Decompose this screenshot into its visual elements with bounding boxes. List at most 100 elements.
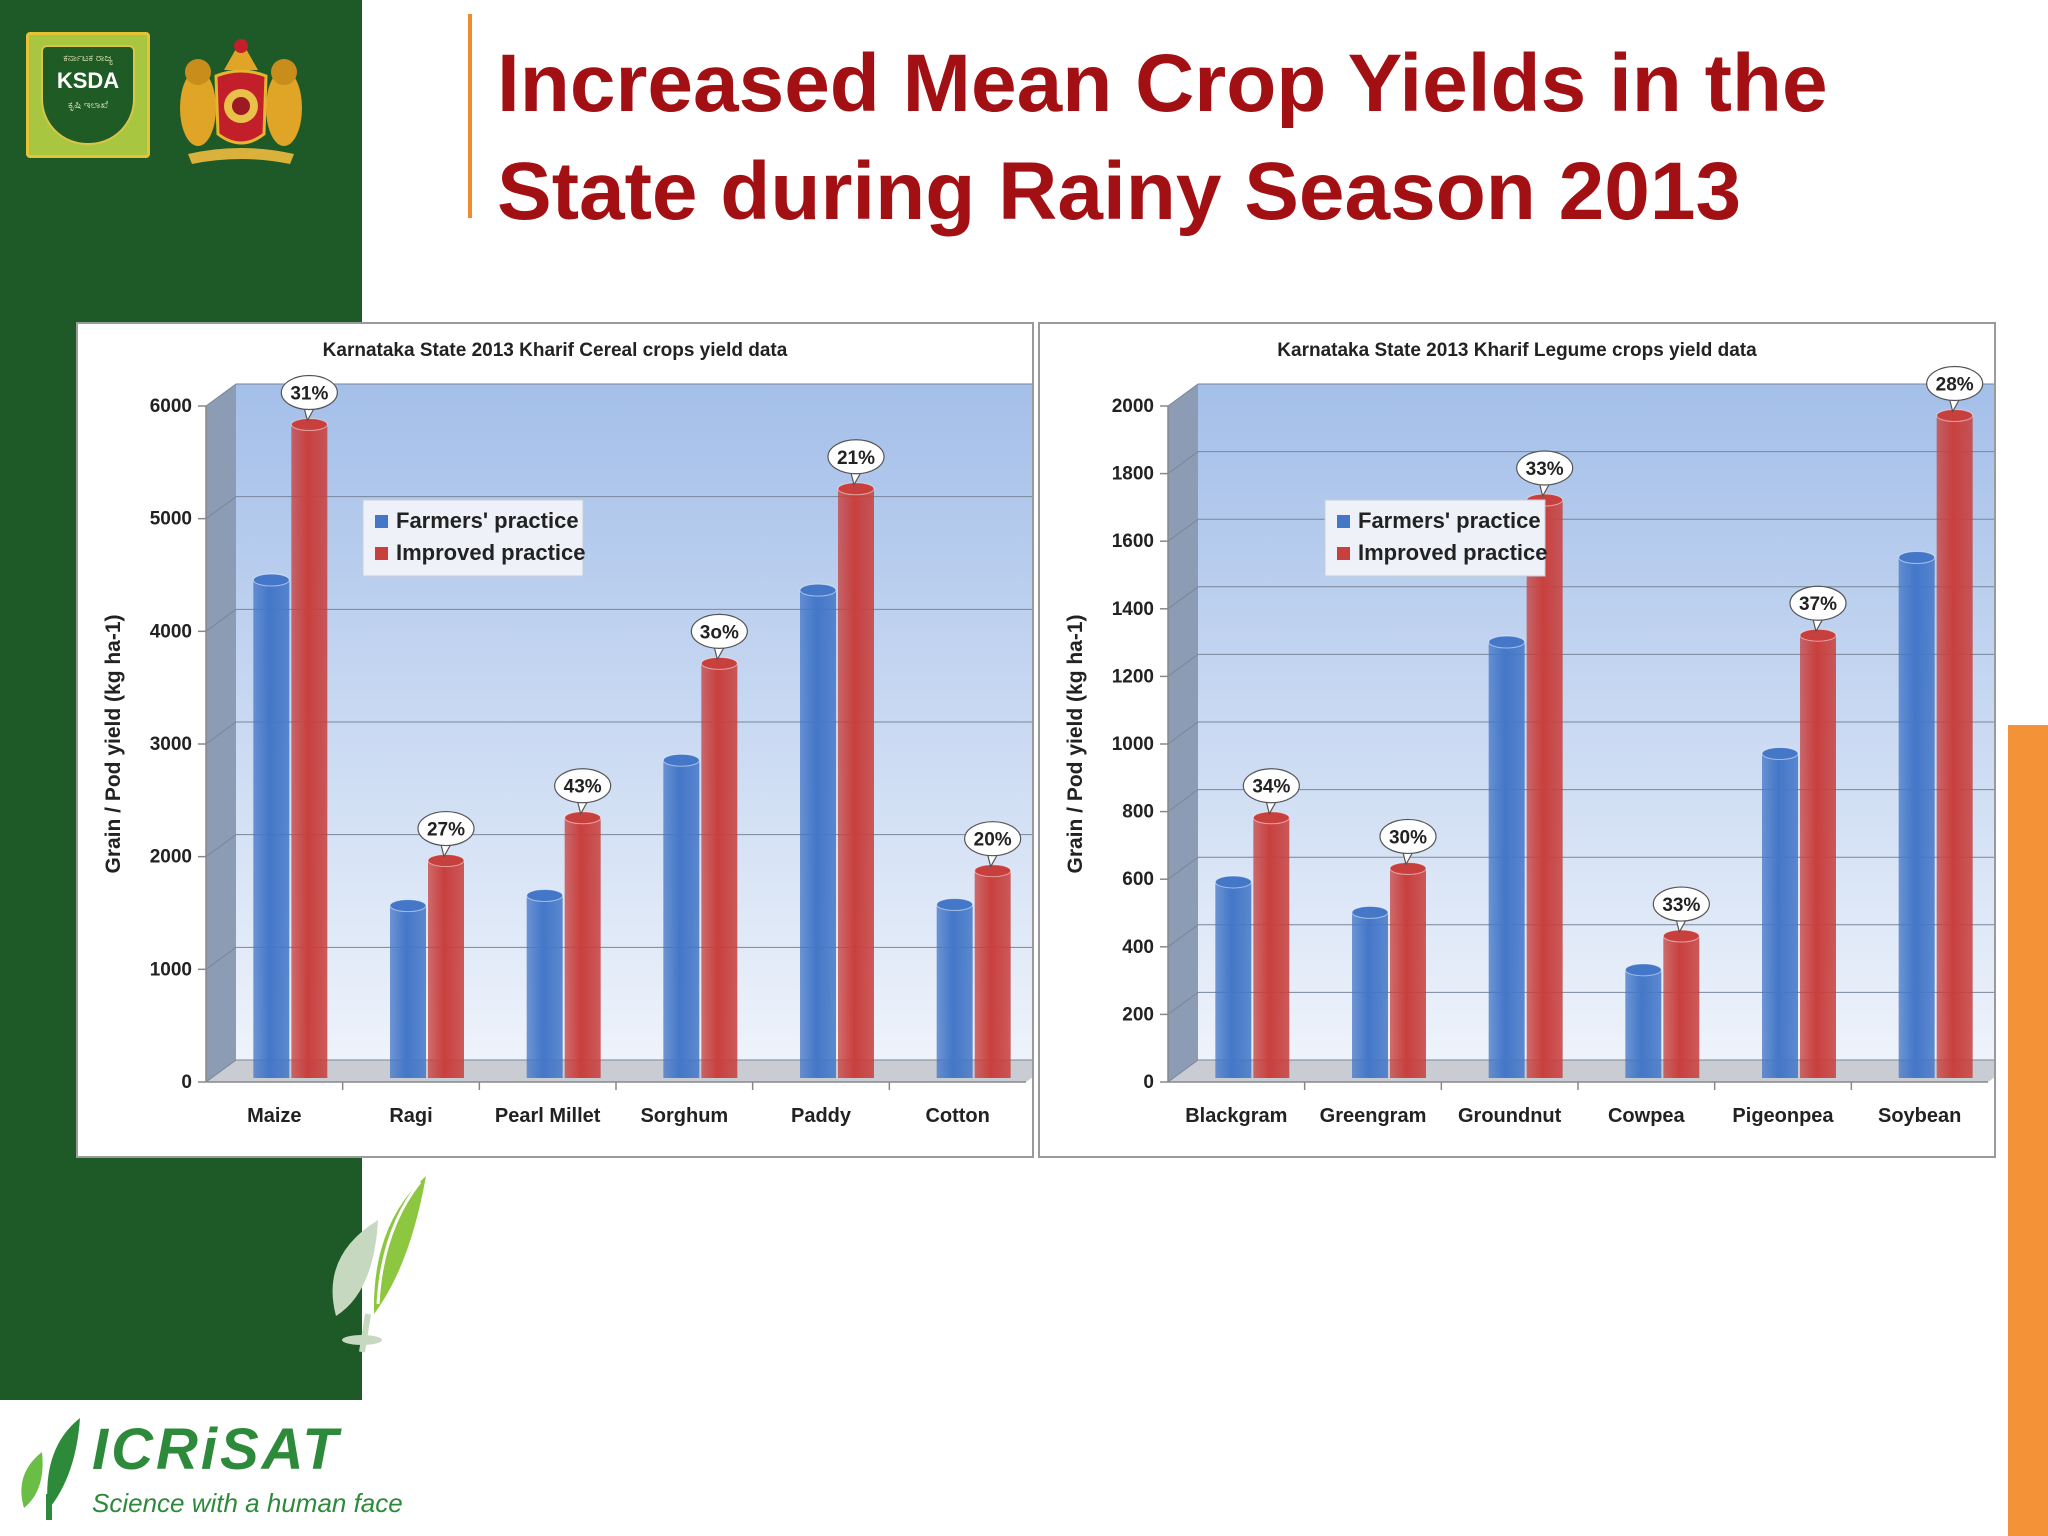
bar-farmers [253,580,290,1078]
orange-accent-bar [2008,725,2048,1536]
title-line-1: Increased Mean Crop Yields in the [497,38,1828,129]
y-tick-label: 400 [1122,937,1154,958]
bar-improved [974,870,1011,1078]
legend-box [362,499,584,577]
y-tick-label: 1800 [1112,464,1154,485]
y-tick-label: 2000 [1112,396,1154,417]
gridline [1167,1059,1994,1083]
y-axis-label: Grain / Pod yield (kg ha-1) [102,614,125,873]
y-tick-label: 4000 [150,621,192,642]
percent-label: 37% [1799,594,1837,615]
callout-bubble [1379,818,1437,855]
percent-label: 21% [837,448,875,469]
bar-farmers-cap [252,573,290,587]
bar-farmers [1898,557,1935,1078]
bar-improved [1526,500,1563,1078]
x-tick-label: Ragi [389,1105,432,1127]
y-tick-label: 200 [1122,1004,1154,1025]
page-title: Increased Mean Crop Yields in the State … [497,30,1997,246]
legend-label-improved: Improved practice [396,540,586,565]
bar-improved-cap [564,811,602,825]
bar-improved-cap [1799,628,1837,642]
percent-label: 30% [1389,827,1427,848]
cereal-chart-panel: Karnataka State 2013 Kharif Cereal crops… [76,322,1034,1158]
x-tick-label: Cotton [925,1105,989,1127]
callout-bubble [417,810,475,847]
gridline [1167,451,1994,475]
gridline [205,834,1032,858]
x-tick-label: Greengram [1320,1105,1427,1127]
legend-swatch-improved [375,547,388,560]
gridline [205,946,1032,970]
legend-swatch-farmers [1337,515,1350,528]
legend-swatch-farmers [375,515,388,528]
x-tick-label: Blackgram [1185,1105,1287,1127]
bar-improved [428,860,464,1078]
legend-label-improved: Improved practice [1358,540,1548,565]
bar-farmers-cap [1898,550,1936,564]
bar-farmers [1488,641,1525,1078]
gridline [1167,924,1994,948]
bar-farmers [663,760,700,1078]
ksda-logo-top-text: ಕರ್ನಾಟಕ ರಾಜ್ಯ [63,53,113,64]
bar-farmers [800,590,836,1078]
bar-farmers [936,904,973,1078]
bar-improved [838,488,874,1079]
bar-farmers [526,895,563,1078]
gridline [205,1059,1032,1083]
legend-label-farmers: Farmers' practice [396,508,579,533]
gridline [1167,383,1994,407]
bar-farmers-cap [1214,875,1252,889]
percent-label: 33% [1662,895,1700,916]
chart-legend: Farmers' practice Improved practice [1324,499,1548,577]
x-tick-label: Paddy [791,1105,852,1127]
gridline [205,608,1032,632]
legend-label-farmers: Farmers' practice [1358,508,1541,533]
title-line-2: State during Rainy Season 2013 [497,146,1742,237]
bar-improved-cap [700,656,738,670]
callout-bubble [554,768,612,804]
x-tick-label: Maize [247,1105,301,1127]
y-tick-label: 6000 [150,396,192,417]
bar-improved-cap [1389,861,1427,875]
x-tick-label: Groundnut [1458,1105,1562,1127]
ksda-shield: ಕರ್ನಾಟಕ ರಾಜ್ಯ KSDA ಕೃಷಿ ಇಲಾಖೆ [41,45,135,145]
cereal-yield-chart: Karnataka State 2013 Kharif Cereal crops… [102,340,1032,1127]
chart-title: Karnataka State 2013 Kharif Legume crops… [1277,340,1757,361]
title-divider [468,14,472,218]
ksda-logo: ಕರ್ನಾಟಕ ರಾಜ್ಯ KSDA ಕೃಷಿ ಇಲಾಖೆ [26,32,150,158]
percent-label: 31% [290,384,328,405]
bar-improved-cap [1252,811,1290,825]
bar-farmers [1762,753,1798,1078]
gridline [1167,518,1994,542]
y-tick-label: 2000 [150,847,192,868]
y-tick-label: 1000 [1112,734,1154,755]
bar-farmers [390,905,426,1078]
chart-floor [1168,1060,1994,1082]
y-tick-label: 1400 [1112,599,1154,620]
callout-bubble [964,821,1022,857]
bar-improved [1936,415,1973,1078]
bar-farmers-cap [1351,905,1389,919]
percent-label: 3o% [700,622,739,643]
chart-title: Karnataka State 2013 Kharif Cereal crops… [323,340,788,361]
gridline [1167,586,1994,610]
gridline [1167,721,1994,745]
bar-improved [564,817,601,1078]
percent-label: 33% [1526,459,1564,480]
bar-farmers-cap [1761,747,1799,761]
y-tick-label: 1000 [150,959,192,980]
icrisat-tagline: Science with a human face [92,1488,403,1518]
callout-bubble [1789,585,1847,621]
bar-improved-cap [974,864,1012,878]
x-tick-label: Pearl Millet [495,1105,601,1127]
gridline [205,383,1032,407]
callout-bubble [1926,365,1984,402]
x-tick-label: Soybean [1878,1105,1961,1127]
bar-improved [1253,817,1290,1078]
gridline [1167,856,1994,880]
icrisat-name: ICRiSAT [92,1417,341,1482]
legend-swatch-improved [1337,547,1350,560]
bar-improved [291,424,328,1078]
percent-label: 20% [974,830,1012,851]
